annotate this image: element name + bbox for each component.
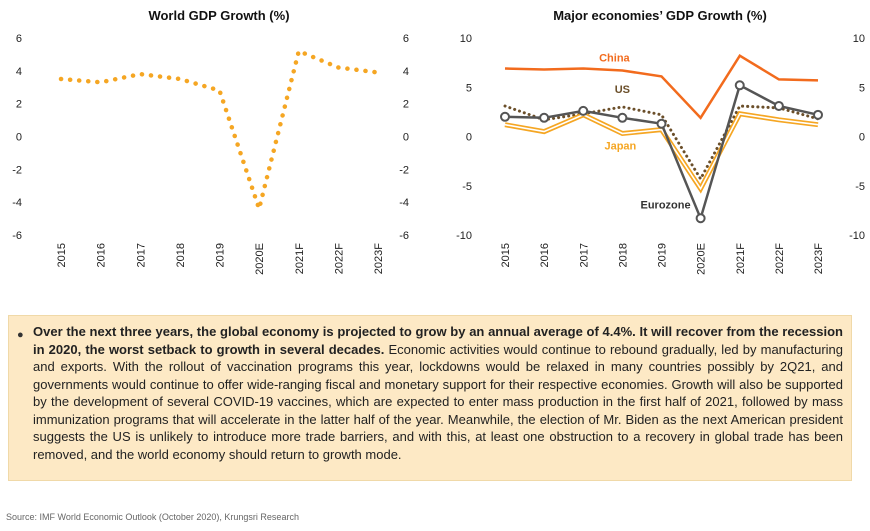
major-y-tick-left: 10 [460, 33, 472, 45]
world-x-tick-label: 2021F [294, 243, 306, 274]
world-y-tick-right: 2 [403, 99, 409, 111]
world-y-tick-left: 0 [16, 132, 22, 144]
world-y-tick-left: 4 [16, 66, 22, 78]
world-y-tick-right: -2 [399, 164, 409, 176]
major-china-label: China [599, 53, 630, 65]
world-y-tick-left: -2 [12, 164, 22, 176]
right-chart-title: Major economies’ GDP Growth (%) [553, 8, 767, 23]
major-y-tick-left: -5 [462, 181, 472, 193]
major-x-tick-label: 2022F [774, 243, 786, 274]
world-y-tick-left: -6 [12, 230, 22, 242]
major-x-tick-label: 2017 [578, 243, 590, 267]
major-china-line [504, 53, 819, 120]
major-x-tick-label: 2015 [500, 243, 512, 267]
major-eurozone-label: Eurozone [641, 199, 691, 211]
world-y-tick-right: -4 [399, 197, 409, 209]
world-y-tick-right: -6 [399, 230, 409, 242]
major-x-tick-label: 2023F [813, 243, 825, 274]
major-y-tick-left: 0 [466, 132, 472, 144]
major-x-tick-label: 2018 [617, 243, 629, 267]
left-chart-title: World GDP Growth (%) [148, 8, 289, 23]
major-y-tick-right: -5 [855, 181, 865, 193]
commentary-box: ● Over the next three years, the global … [8, 315, 852, 481]
commentary-headline: Over the next three years, the global ec… [33, 324, 843, 357]
world-world-line [58, 48, 381, 217]
world-x-tick-label: 2023F [373, 243, 385, 274]
world-x-tick-label: 2015 [56, 243, 68, 267]
world-y-tick-right: 4 [403, 66, 409, 78]
major-eurozone-marker [734, 80, 745, 91]
major-x-tick-label: 2021F [735, 243, 747, 274]
major-x-tick-label: 2016 [539, 243, 551, 267]
major-us-line [503, 104, 820, 182]
world-y-tick-left: 6 [16, 33, 22, 45]
world-y-tick-left: 2 [16, 99, 22, 111]
commentary-text: Over the next three years, the global ec… [33, 323, 843, 463]
major-japan-line-inner [504, 112, 819, 191]
right-chart-plot: 10 10 5 5 0 0 -5 -5 -10 -10 2015 2016 2017 2018 2019 20… [456, 33, 865, 275]
major-eurozone-marker [695, 213, 706, 224]
major-x-tick-label: 2020E [696, 243, 708, 275]
left-chart-plot: 6 6 4 4 2 2 0 0 -2 -2 -4 -4 -6 -6 2015 2016 2017 2018 2019… [12, 33, 409, 275]
major-eurozone-marker [773, 100, 784, 111]
major-eurozone-marker [813, 109, 823, 120]
major-eurozone-marker [500, 111, 510, 122]
major-y-tick-left: 5 [466, 82, 472, 94]
source-note: Source: IMF World Economic Outlook (Octo… [6, 512, 299, 522]
commentary-body: Economic activities would continue to re… [33, 341, 843, 462]
major-y-tick-left: -10 [456, 230, 472, 242]
major-y-tick-right: 0 [859, 132, 865, 144]
major-eurozone-marker [578, 105, 589, 116]
world-x-tick-label: 2020E [254, 243, 266, 275]
world-y-tick-right: 0 [403, 132, 409, 144]
world-y-tick-right: 6 [403, 33, 409, 45]
bullet-icon: ● [17, 329, 24, 341]
major-us-label: US [615, 84, 630, 96]
major-y-tick-right: 10 [853, 33, 865, 45]
major-x-tick-label: 2019 [657, 243, 669, 267]
world-y-tick-left: -4 [12, 197, 22, 209]
charts-area: World GDP Growth (%) Major economies’ GD… [12, 8, 865, 275]
major-y-tick-right: 5 [859, 82, 865, 94]
major-japan-label: Japan [604, 141, 636, 153]
world-x-tick-label: 2018 [175, 243, 187, 267]
major-eurozone-marker [617, 112, 628, 123]
major-y-tick-right: -10 [849, 230, 865, 242]
world-x-tick-label: 2017 [135, 243, 147, 267]
world-x-tick-label: 2019 [215, 243, 227, 267]
world-x-tick-label: 2022F [333, 243, 345, 274]
world-x-tick-label: 2016 [96, 243, 108, 267]
major-eurozone-marker [539, 112, 550, 123]
major-eurozone-marker [656, 118, 667, 129]
